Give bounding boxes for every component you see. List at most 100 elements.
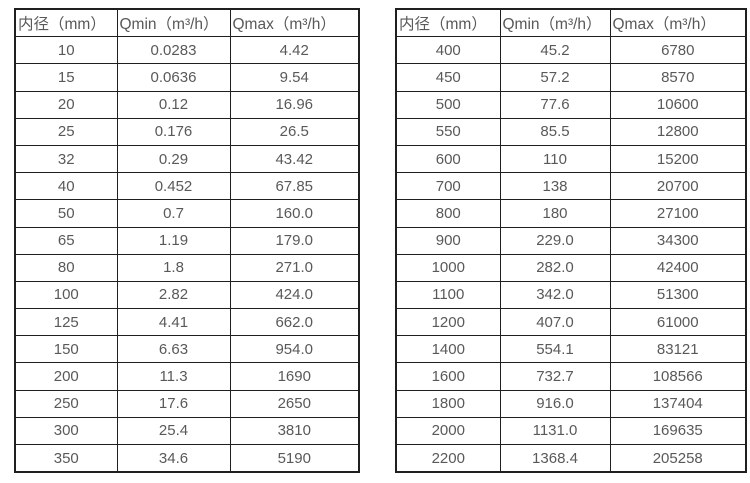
table-cell: 1.19 [116, 226, 231, 255]
table-cell: 180 [499, 199, 611, 228]
flow-table-small-diameters: 内径（mm） Qmin（m³/h） Qmax（m³/h） 10 0.0283 4.4… [14, 8, 360, 474]
table-row: 500 77.6 10600 [395, 90, 747, 119]
table-cell: 1100 [395, 280, 501, 310]
table-cell: 110 [499, 144, 611, 174]
table-cell: 5190 [229, 444, 360, 473]
table-cell: 27100 [609, 199, 747, 228]
table-cell: 450 [395, 63, 501, 92]
table-row: 40 0.452 67.85 [14, 172, 360, 201]
table-row: 25 0.176 26.5 [14, 117, 360, 146]
table-cell: 169635 [609, 416, 747, 446]
table-cell: 3810 [229, 416, 360, 446]
table-cell: 17.6 [116, 389, 231, 418]
table-cell: 40 [14, 172, 118, 201]
table-cell: 6780 [609, 36, 747, 65]
header-qmin: Qmin（m³/h） [116, 8, 231, 38]
table-row: 250 17.6 2650 [14, 389, 360, 418]
table-cell: 800 [395, 199, 501, 228]
table-cell: 700 [395, 172, 501, 201]
table-cell: 1200 [395, 308, 501, 337]
table-cell: 77.6 [499, 90, 611, 119]
table-cell: 0.452 [116, 172, 231, 201]
table-cell: 0.7 [116, 199, 231, 228]
table-cell: 200 [14, 362, 118, 391]
table-cell: 282.0 [499, 253, 611, 282]
table-cell: 229.0 [499, 226, 611, 255]
table-cell: 300 [14, 416, 118, 446]
table-row: 900 229.0 34300 [395, 226, 747, 255]
header-row: 内径（mm） Qmin（m³/h） Qmax（m³/h） [395, 8, 747, 38]
table-cell: 34.6 [116, 444, 231, 473]
table-cell: 407.0 [499, 308, 611, 337]
table-row: 125 4.41 662.0 [14, 308, 360, 337]
table-cell: 26.5 [229, 117, 360, 146]
table-cell: 125 [14, 308, 118, 337]
table-cell: 8570 [609, 63, 747, 92]
table-row: 65 1.19 179.0 [14, 226, 360, 255]
table-cell: 45.2 [499, 36, 611, 65]
table-cell: 65 [14, 226, 118, 255]
table-row: 550 85.5 12800 [395, 117, 747, 146]
table-cell: 108566 [609, 362, 747, 391]
table-cell: 20700 [609, 172, 747, 201]
table-cell: 10 [14, 36, 118, 65]
table-cell: 271.0 [229, 253, 360, 282]
table-cell: 0.29 [116, 144, 231, 174]
header-qmin: Qmin（m³/h） [499, 8, 611, 38]
header-row: 内径（mm） Qmin（m³/h） Qmax（m³/h） [14, 8, 360, 38]
table-cell: 600 [395, 144, 501, 174]
table-cell: 0.0636 [116, 63, 231, 92]
table-cell: 0.12 [116, 90, 231, 119]
table-row: 50 0.7 160.0 [14, 199, 360, 228]
table-cell: 4.42 [229, 36, 360, 65]
table-row: 800 180 27100 [395, 199, 747, 228]
table-cell: 85.5 [499, 117, 611, 146]
table-cell: 1368.4 [499, 444, 611, 473]
table-cell: 11.3 [116, 362, 231, 391]
table-row: 32 0.29 43.42 [14, 144, 360, 174]
table-cell: 51300 [609, 280, 747, 310]
table-cell: 0.176 [116, 117, 231, 146]
table-cell: 916.0 [499, 389, 611, 418]
table-row: 700 138 20700 [395, 172, 747, 201]
table-cell: 9.54 [229, 63, 360, 92]
table-row: 1200 407.0 61000 [395, 308, 747, 337]
table-cell: 138 [499, 172, 611, 201]
table-cell: 12800 [609, 117, 747, 146]
header-qmax: Qmax（m³/h） [609, 8, 747, 38]
table-row: 20 0.12 16.96 [14, 90, 360, 119]
table-row: 2200 1368.4 205258 [395, 444, 747, 473]
table-row: 450 57.2 8570 [395, 63, 747, 92]
table-row: 15 0.0636 9.54 [14, 63, 360, 92]
header-qmax: Qmax（m³/h） [229, 8, 360, 38]
table-row: 10 0.0283 4.42 [14, 36, 360, 65]
table-cell: 80 [14, 253, 118, 282]
table-cell: 2650 [229, 389, 360, 418]
table-cell: 6.63 [116, 335, 231, 364]
table-row: 80 1.8 271.0 [14, 253, 360, 282]
table-cell: 250 [14, 389, 118, 418]
table-cell: 137404 [609, 389, 747, 418]
table-row: 200 11.3 1690 [14, 362, 360, 391]
flow-table-large-diameters: 内径（mm） Qmin（m³/h） Qmax（m³/h） 400 45.2 6780… [395, 8, 747, 474]
table-row: 1600 732.7 108566 [395, 362, 747, 391]
table-cell: 954.0 [229, 335, 360, 364]
table-row: 1100 342.0 51300 [395, 280, 747, 310]
table-cell: 34300 [609, 226, 747, 255]
table-cell: 2.82 [116, 280, 231, 310]
table-cell: 1131.0 [499, 416, 611, 446]
table-cell: 15200 [609, 144, 747, 174]
table-cell: 160.0 [229, 199, 360, 228]
table-cell: 0.0283 [116, 36, 231, 65]
table-cell: 1.8 [116, 253, 231, 282]
table-cell: 1400 [395, 335, 501, 364]
table-cell: 15 [14, 63, 118, 92]
table-cell: 10600 [609, 90, 747, 119]
table-row: 1800 916.0 137404 [395, 389, 747, 418]
table-cell: 25 [14, 117, 118, 146]
table-cell: 424.0 [229, 280, 360, 310]
table-cell: 1600 [395, 362, 501, 391]
table-cell: 4.41 [116, 308, 231, 337]
table-cell: 32 [14, 144, 118, 174]
